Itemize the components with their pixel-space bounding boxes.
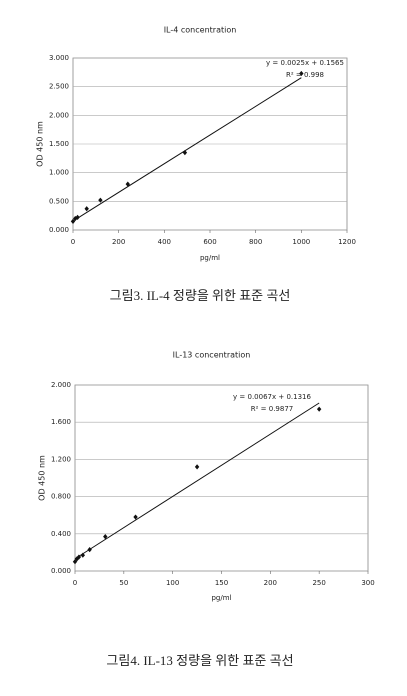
- chart-title: IL-4 concentration: [164, 26, 237, 35]
- x-axis-label: pg/ml: [211, 594, 231, 602]
- x-tick-label: 0: [73, 579, 77, 587]
- annotation: R² = 0.9877: [251, 405, 293, 413]
- annotation: y = 0.0067x + 0.1316: [233, 393, 311, 401]
- y-tick-label: 1.200: [51, 455, 71, 463]
- y-tick-label: 2.000: [51, 381, 71, 389]
- y-tick-label: 3.000: [49, 54, 69, 62]
- data-point: [80, 552, 86, 558]
- y-tick-label: 0.400: [51, 530, 71, 538]
- data-point: [84, 206, 89, 212]
- x-tick-label: 50: [119, 579, 128, 587]
- data-point: [133, 514, 138, 520]
- figure-caption: 그림4. IL-13 정량을 위한 표준 곡선: [106, 653, 293, 668]
- y-tick-label: 1.000: [49, 169, 69, 177]
- data-point: [103, 533, 108, 540]
- data-point: [74, 556, 80, 562]
- data-point: [87, 547, 92, 553]
- plot-frame: [74, 384, 369, 572]
- data-point: [98, 197, 103, 203]
- data-point: [182, 150, 188, 156]
- x-tick-label: 100: [166, 579, 179, 587]
- x-tick-label: 0: [71, 238, 75, 246]
- data-point: [125, 181, 130, 187]
- y-tick-label: 0.500: [49, 197, 69, 205]
- data-point: [299, 70, 304, 77]
- trendline: [74, 402, 320, 560]
- y-tick-label: 0.000: [51, 567, 71, 575]
- x-tick-label: 1200: [338, 238, 356, 246]
- data-point: [194, 464, 200, 470]
- data-point: [72, 559, 78, 565]
- x-tick-label: 200: [264, 579, 277, 587]
- x-tick-label: 1000: [292, 238, 310, 246]
- y-tick-label: 0.000: [49, 226, 69, 234]
- data-point: [76, 554, 82, 560]
- y-tick-label: 0.800: [51, 493, 71, 501]
- y-axis-label: OD 450 nm: [38, 455, 47, 501]
- y-tick-label: 1.600: [51, 418, 71, 426]
- x-tick-label: 150: [215, 579, 228, 587]
- y-axis-label: OD 450 nm: [36, 121, 45, 167]
- x-tick-label: 400: [158, 238, 171, 246]
- x-tick-label: 600: [203, 238, 216, 246]
- x-axis-label: pg/ml: [200, 254, 220, 262]
- y-tick-label: 1.500: [49, 140, 69, 148]
- data-point: [75, 214, 80, 220]
- x-tick-label: 800: [249, 238, 262, 246]
- chart-title: IL-13 concentration: [173, 351, 251, 360]
- data-point: [316, 406, 322, 412]
- trendline: [72, 77, 302, 222]
- annotation: R² = 0.998: [286, 71, 324, 79]
- annotation: y = 0.0025x + 0.1565: [266, 59, 344, 67]
- x-tick-label: 250: [312, 579, 325, 587]
- figure-caption: 그림3. IL-4 정량을 위한 표준 곡선: [110, 288, 291, 303]
- y-tick-label: 2.000: [49, 111, 69, 119]
- data-point: [70, 218, 76, 224]
- x-tick-label: 200: [112, 238, 125, 246]
- y-tick-label: 2.500: [49, 83, 69, 91]
- x-tick-label: 300: [361, 579, 374, 587]
